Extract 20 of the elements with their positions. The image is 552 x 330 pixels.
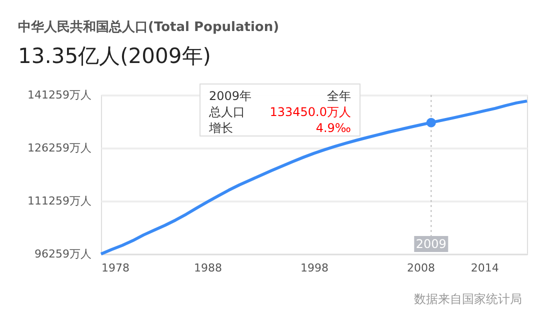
line-series <box>100 100 528 256</box>
annotation: 133450.0万人 <box>270 105 351 119</box>
x-tick-label: 2014 <box>470 262 499 274</box>
x-tick-label: 2008 <box>407 262 435 274</box>
annotation: 全年 <box>327 89 351 103</box>
x-tick-label: 1998 <box>300 262 328 274</box>
annotation: 4.9‰ <box>316 121 351 135</box>
y-tick-label: 141259万人 <box>28 88 92 102</box>
x-tick-label: 1978 <box>102 262 130 274</box>
annotation: 增长 <box>208 121 233 135</box>
text: 数据来自国家统计局 <box>414 292 522 306</box>
annotation: 总人口 <box>208 105 245 119</box>
ref-line-label: 2009 <box>416 237 446 251</box>
y-tick-label: 96259万人 <box>34 248 92 260</box>
y-tick-label: 126259万人 <box>28 142 92 154</box>
annotation: 2009年 <box>209 89 252 103</box>
chart-title: 中华人民共和国总人口(Total Population) <box>18 19 280 35</box>
chart-subtitle: 13.35亿人(2009年) <box>18 44 211 68</box>
y-tick-label: 111259万人 <box>28 194 92 208</box>
x-tick-label: 1988 <box>194 262 222 274</box>
